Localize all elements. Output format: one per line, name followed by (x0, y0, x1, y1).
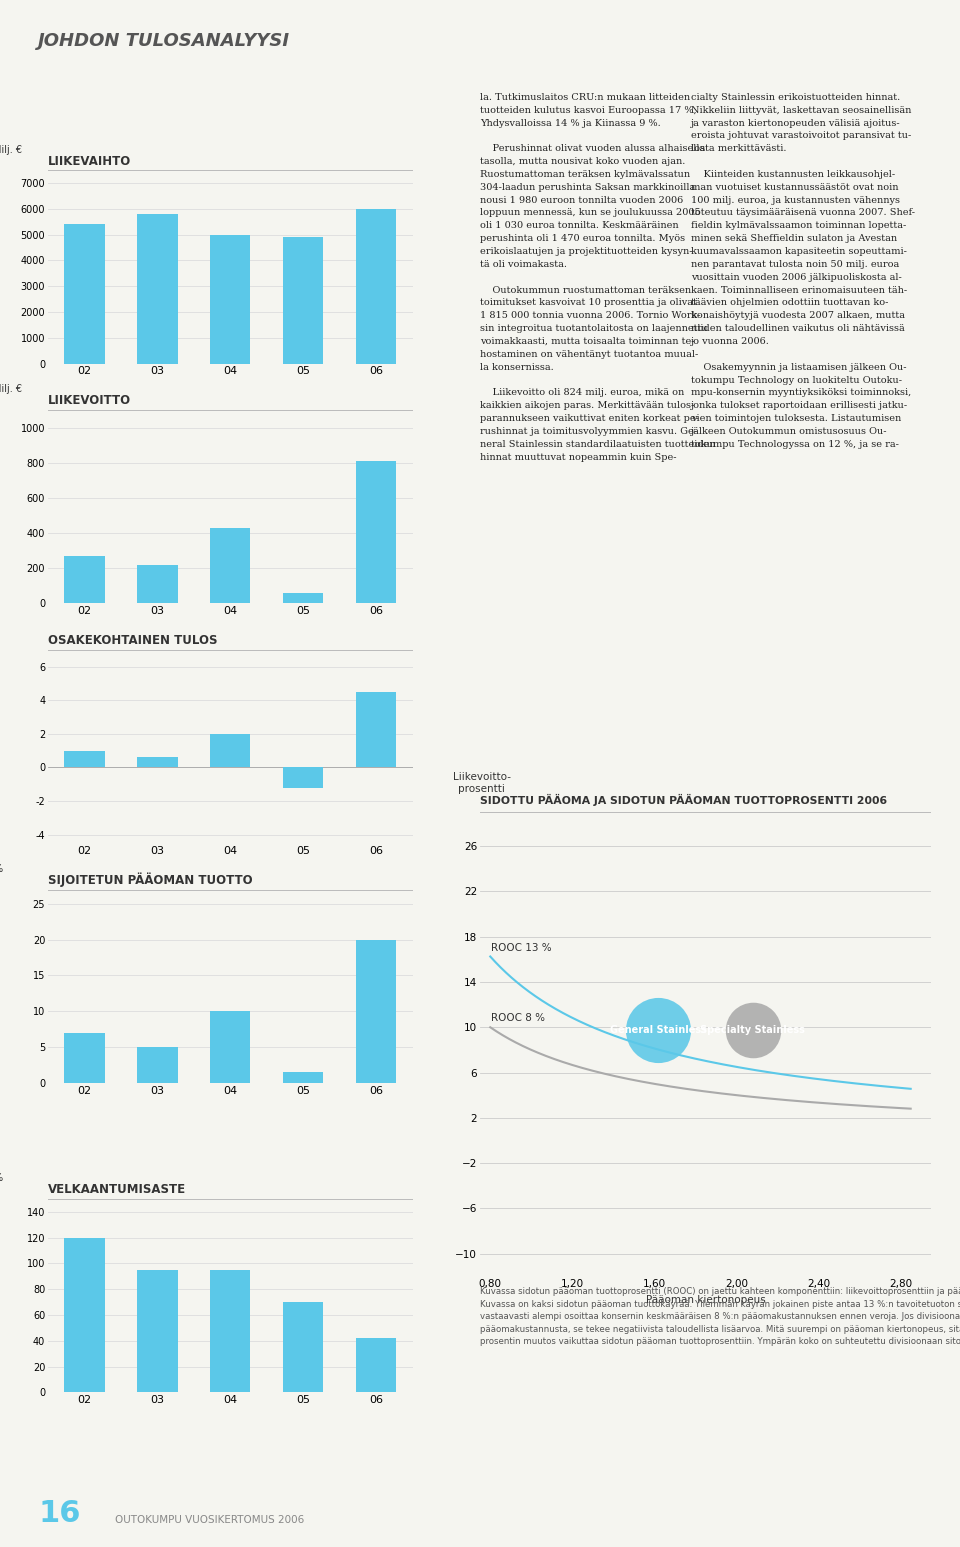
Bar (64, 224, 105, 364)
Bar (210, 1270, 251, 1392)
Bar (283, 1303, 324, 1392)
Point (745, 1016, 760, 1041)
Bar (283, 1072, 324, 1083)
Bar (356, 692, 396, 767)
Text: cialty Stainlessin erikoistuotteiden hinnat.
Nikkeliin liittyvät, laskettavan se: cialty Stainlessin erikoistuotteiden hin… (691, 93, 915, 449)
Bar (137, 213, 178, 364)
Text: %: % (0, 865, 3, 874)
Bar (210, 1012, 251, 1083)
Bar (356, 939, 396, 1083)
Text: JOHDON TULOSANALYYSI: JOHDON TULOSANALYYSI (38, 31, 291, 50)
Bar (137, 1047, 178, 1083)
Bar (356, 461, 396, 603)
Text: Liikevoitto-
prosentti: Liikevoitto- prosentti (453, 772, 511, 794)
Bar (210, 528, 251, 603)
Text: Milj. €: Milj. € (0, 145, 22, 155)
Bar (356, 1338, 396, 1392)
Text: General Stainless: General Stainless (610, 1024, 707, 1035)
Bar (210, 733, 251, 767)
Text: Milj. €: Milj. € (0, 385, 22, 394)
Bar (137, 565, 178, 603)
X-axis label: Pääoman kiertonopeus: Pääoman kiertonopeus (646, 1295, 765, 1304)
Bar (64, 1033, 105, 1083)
Bar (64, 555, 105, 603)
Text: 16: 16 (38, 1499, 81, 1528)
Text: ROOC 13 %: ROOC 13 % (492, 944, 552, 953)
Text: ROOC 8 %: ROOC 8 % (492, 1013, 545, 1024)
Text: Specialty Stainless: Specialty Stainless (701, 1024, 805, 1035)
Bar (64, 1238, 105, 1392)
Bar (137, 758, 178, 767)
Text: VELKAANTUMISASTE: VELKAANTUMISASTE (48, 1183, 186, 1196)
Bar (64, 750, 105, 767)
Bar (210, 235, 251, 364)
Bar (283, 767, 324, 787)
Bar (137, 1270, 178, 1392)
Text: OSAKEKOHTAINEN TULOS: OSAKEKOHTAINEN TULOS (48, 634, 218, 647)
Bar (283, 593, 324, 603)
Text: la. Tutkimuslaitos CRU:n mukaan litteiden
tuotteiden kulutus kasvoi Euroopassa 1: la. Tutkimuslaitos CRU:n mukaan litteide… (480, 93, 715, 461)
Bar (356, 209, 396, 364)
Bar (283, 237, 324, 364)
Point (651, 1016, 666, 1041)
Text: %: % (0, 1174, 3, 1183)
Text: LIIKEVOITTO: LIIKEVOITTO (48, 394, 132, 407)
Text: OUTOKUMPU VUOSIKERTOMUS 2006: OUTOKUMPU VUOSIKERTOMUS 2006 (115, 1516, 304, 1525)
Text: SIDOTTU PÄÄOMA JA SIDOTUN PÄÄOMAN TUOTTOPROSENTTI 2006: SIDOTTU PÄÄOMA JA SIDOTUN PÄÄOMAN TUOTTO… (480, 794, 887, 806)
Text: LIIKEVAIHTO: LIIKEVAIHTO (48, 155, 132, 167)
Text: SIJOITETUN PÄÄOMAN TUOTTO: SIJOITETUN PÄÄOMAN TUOTTO (48, 873, 252, 886)
Text: Kuvassa sidotun pääoman tuottoprosentti (ROOC) on jaettu kahteen komponenttiin: : Kuvassa sidotun pääoman tuottoprosentti … (480, 1287, 960, 1346)
